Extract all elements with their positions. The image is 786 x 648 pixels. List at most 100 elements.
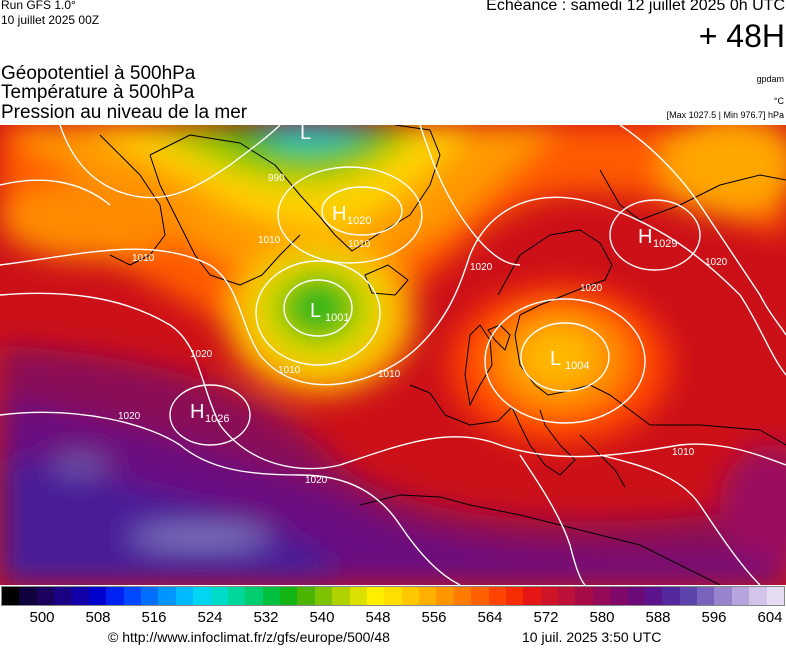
unit-geopotential: gpdam bbox=[756, 74, 784, 84]
pressure-center-markers: L H 1020 L 1001 H 1029 L 1004 H 1026 bbox=[190, 125, 677, 425]
pressure-center-value: 1001 bbox=[325, 312, 349, 324]
color-scale-swatch bbox=[488, 587, 506, 605]
color-scale-tick: 524 bbox=[197, 609, 223, 626]
pressure-center-letter: H bbox=[190, 401, 204, 423]
color-scale-swatch bbox=[714, 587, 732, 605]
color-scale-tick: 532 bbox=[253, 609, 279, 626]
pressure-center-letter: H bbox=[638, 226, 652, 248]
isobar-label: 1010 bbox=[378, 369, 401, 380]
isobar-label: 990 bbox=[268, 173, 285, 184]
color-scale-swatch bbox=[210, 587, 228, 605]
color-scale-swatch bbox=[436, 587, 454, 605]
color-scale-swatch bbox=[262, 587, 280, 605]
color-scale-swatch bbox=[158, 587, 176, 605]
isobar-label: 1020 bbox=[118, 411, 141, 422]
layer-pressure: Pression au niveau de la mer bbox=[1, 102, 248, 123]
color-scale-swatch bbox=[88, 587, 107, 605]
pressure-center-letter: L bbox=[550, 348, 561, 370]
color-scale-swatch bbox=[749, 587, 767, 605]
color-scale-swatch bbox=[558, 587, 576, 605]
color-scale-swatch bbox=[610, 587, 628, 605]
layer-temperature: Température à 500hPa bbox=[1, 82, 195, 103]
forecast-time: Echéance : samedi 12 juillet 2025 0h UTC bbox=[486, 0, 785, 14]
isobar-label: 1010 bbox=[278, 365, 301, 376]
color-scale-swatch bbox=[540, 587, 558, 605]
color-scale-tick: 572 bbox=[533, 609, 559, 626]
isobar-label: 1010 bbox=[258, 235, 281, 246]
color-scale-tick: 500 bbox=[29, 609, 55, 626]
isobar-label: 1010 bbox=[132, 253, 155, 264]
forecast-horizon: + 48H bbox=[698, 18, 785, 54]
color-scale-swatch bbox=[280, 587, 298, 605]
color-scale-swatch bbox=[731, 587, 750, 605]
color-scale-swatch bbox=[141, 587, 159, 605]
color-scale-swatch bbox=[227, 587, 246, 605]
color-scale-swatch bbox=[627, 587, 645, 605]
color-scale-swatch bbox=[54, 587, 72, 605]
color-scale-swatch bbox=[349, 587, 367, 605]
pressure-center-value: 1020 bbox=[347, 215, 371, 227]
color-scale-tick: 540 bbox=[309, 609, 335, 626]
color-scale-tick: 580 bbox=[589, 609, 615, 626]
color-scale-swatch bbox=[193, 587, 211, 605]
color-scale-swatch bbox=[332, 587, 350, 605]
pressure-center-value: 1029 bbox=[653, 238, 677, 250]
color-scale-tick: 588 bbox=[645, 609, 671, 626]
color-scale-swatch bbox=[36, 587, 55, 605]
run-label: Run GFS 1.0° bbox=[1, 0, 76, 12]
color-scale bbox=[1, 586, 785, 606]
low-center-atlantic-icon: L 1001 bbox=[310, 300, 349, 324]
pressure-center-value: 1004 bbox=[565, 360, 589, 372]
pressure-center-letter: H bbox=[332, 203, 346, 225]
pressure-range: [Max 1027.5 | Min 976.7] hPa bbox=[666, 110, 784, 120]
unit-temperature: °C bbox=[773, 96, 784, 106]
low-center-greenland-north-icon: L bbox=[300, 125, 311, 144]
isobar-labels: 990 1010 1010 1010 1020 1020 1020 1020 1… bbox=[118, 173, 728, 486]
isobar-label: 1020 bbox=[470, 262, 493, 273]
updated-time: 10 juil. 2025 3:50 UTC bbox=[522, 629, 662, 645]
color-scale-tick: 556 bbox=[421, 609, 447, 626]
color-scale-swatch bbox=[175, 587, 194, 605]
color-scale-swatch bbox=[366, 587, 385, 605]
isobar-label: 1020 bbox=[705, 257, 728, 268]
color-scale-swatch bbox=[697, 587, 715, 605]
color-scale-swatch bbox=[679, 587, 697, 605]
color-scale-tick: 548 bbox=[365, 609, 391, 626]
color-scale-swatch bbox=[106, 587, 124, 605]
color-scale-swatch bbox=[453, 587, 472, 605]
color-scale-swatch bbox=[471, 587, 489, 605]
color-scale-swatch bbox=[297, 587, 315, 605]
color-scale-tick: 516 bbox=[141, 609, 167, 626]
color-scale-tick: 564 bbox=[477, 609, 503, 626]
isobar-label: 1010 bbox=[348, 239, 371, 250]
low-center-central-europe-icon: L 1004 bbox=[550, 348, 589, 372]
isobar-label: 1020 bbox=[190, 349, 213, 360]
color-scale-ticks: 500 508 516 524 532 540 548 556 564 572 580 588 596 6… bbox=[0, 609, 786, 627]
color-scale-swatch bbox=[245, 587, 263, 605]
color-scale-swatch bbox=[575, 587, 593, 605]
color-scale-swatch bbox=[123, 587, 141, 605]
isobar-label: 1020 bbox=[580, 283, 603, 294]
high-center-greenland-icon: H 1020 bbox=[332, 203, 371, 227]
color-scale-swatch bbox=[314, 587, 333, 605]
isobars bbox=[0, 125, 786, 585]
color-scale-swatch bbox=[644, 587, 663, 605]
color-scale-swatch bbox=[766, 587, 784, 605]
color-scale-swatch bbox=[71, 587, 89, 605]
layer-geopotential: Géopotentiel à 500hPa bbox=[1, 63, 196, 84]
pressure-center-value: 1026 bbox=[205, 413, 229, 425]
color-scale-tick: 596 bbox=[701, 609, 727, 626]
pressure-center-letter: L bbox=[300, 125, 311, 144]
color-scale-swatch bbox=[401, 587, 419, 605]
source-url[interactable]: © http://www.infoclimat.fr/z/gfs/europe/… bbox=[108, 629, 390, 645]
color-scale-swatch bbox=[19, 587, 37, 605]
color-scale-swatch bbox=[419, 587, 437, 605]
isobar-label: 1010 bbox=[672, 447, 695, 458]
color-scale-swatch bbox=[662, 587, 680, 605]
high-center-azores-icon: H 1026 bbox=[190, 401, 229, 425]
color-scale-tick: 604 bbox=[757, 609, 783, 626]
color-scale-tick: 508 bbox=[85, 609, 111, 626]
pressure-center-letter: L bbox=[310, 300, 321, 322]
weather-map[interactable]: L H 1020 L 1001 H 1029 L 1004 H 1026 990… bbox=[0, 125, 786, 585]
run-date: 10 juillet 2025 00Z bbox=[1, 13, 100, 27]
